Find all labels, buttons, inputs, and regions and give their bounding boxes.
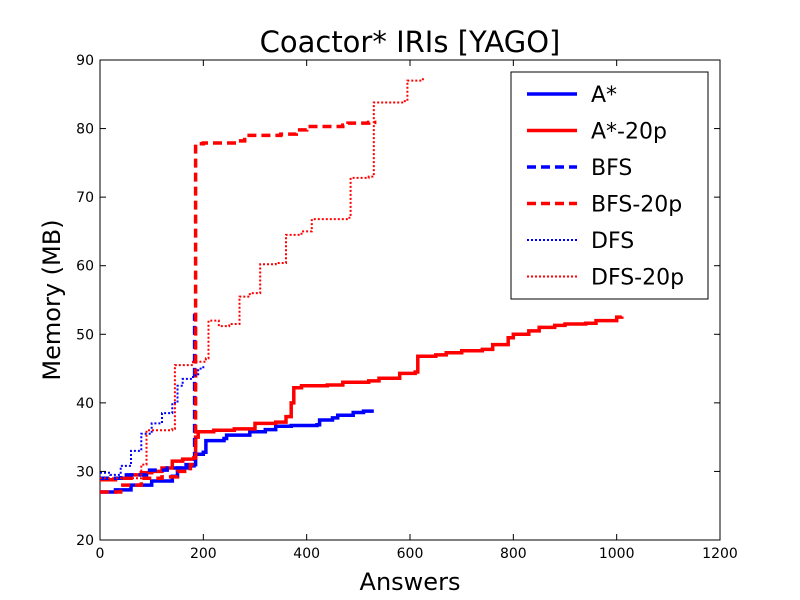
x-tick-label-6: 1200 bbox=[702, 546, 738, 562]
legend-label-3: BFS-20p bbox=[591, 193, 682, 218]
x-tick-label-1: 200 bbox=[190, 546, 217, 562]
x-tick-label-5: 1000 bbox=[599, 546, 635, 562]
series-line-4 bbox=[100, 365, 205, 476]
y-tick-label-4: 60 bbox=[76, 259, 94, 275]
chart-title: Coactor* IRIs [YAGO] bbox=[260, 25, 561, 59]
x-tick-label-2: 400 bbox=[293, 546, 320, 562]
legend-label-1: A*-20p bbox=[591, 120, 667, 145]
x-tick-label-4: 800 bbox=[500, 546, 527, 562]
ticks-layer: 0 200 400 600 800 1000 1200 20 30 40 50 60 70 80 90 bbox=[76, 53, 738, 562]
y-tick-label-5: 70 bbox=[76, 190, 94, 206]
series-layer bbox=[100, 78, 624, 494]
series-line-1 bbox=[100, 315, 624, 482]
y-tick-label-3: 50 bbox=[76, 327, 94, 343]
y-tick-label-1: 30 bbox=[76, 464, 94, 480]
series-line-5 bbox=[100, 78, 426, 480]
y-tick-label-0: 20 bbox=[76, 533, 94, 549]
x-axis-label: Answers bbox=[360, 568, 461, 596]
legend-label-5: DFS-20p bbox=[591, 266, 684, 291]
y-tick-label-6: 80 bbox=[76, 122, 94, 138]
legend-box bbox=[510, 71, 709, 300]
x-tick-label-3: 600 bbox=[397, 546, 424, 562]
y-tick-label-7: 90 bbox=[76, 53, 94, 69]
y-tick-label-2: 40 bbox=[76, 396, 94, 412]
legend-label-2: BFS bbox=[591, 156, 632, 181]
legend-label-0: A* bbox=[591, 83, 617, 108]
y-axis-label: Memory (MB) bbox=[38, 219, 66, 380]
series-line-3 bbox=[100, 120, 377, 494]
legend-label-4: DFS bbox=[591, 229, 634, 254]
x-tick-label-0: 0 bbox=[96, 546, 105, 562]
legend: A* A*-20p BFS BFS-20p DFS DFS-20p bbox=[510, 71, 709, 300]
